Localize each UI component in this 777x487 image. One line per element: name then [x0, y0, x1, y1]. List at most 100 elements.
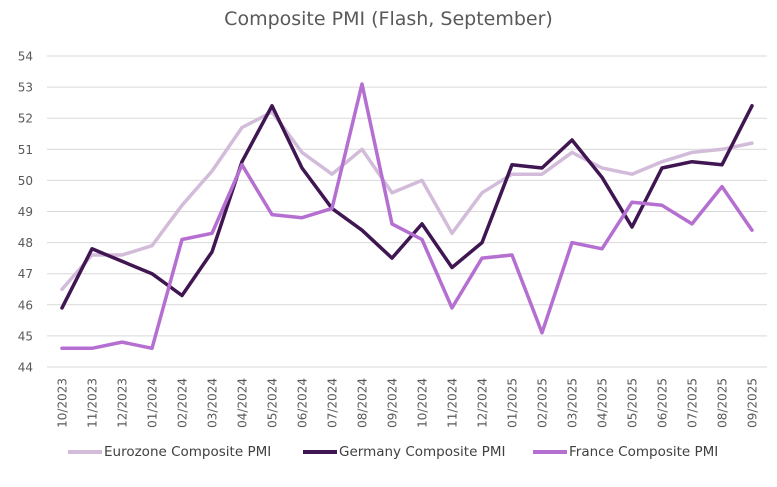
- series-line-france: [60, 82, 754, 351]
- x-tick-label: 12/2024: [476, 378, 490, 428]
- data-point-eurozone: [480, 191, 484, 195]
- data-point-france: [390, 222, 394, 226]
- data-point-germany: [750, 104, 754, 108]
- y-tick-label: 48: [18, 236, 33, 250]
- data-point-germany: [570, 138, 574, 142]
- data-point-germany: [660, 166, 664, 170]
- data-point-eurozone: [120, 253, 124, 257]
- data-point-france: [600, 247, 604, 251]
- x-tick-label: 11/2024: [446, 378, 460, 428]
- data-point-germany: [90, 247, 94, 251]
- data-point-eurozone: [150, 244, 154, 248]
- legend-label-germany: Germany Composite PMI: [339, 444, 506, 460]
- data-point-eurozone: [390, 191, 394, 195]
- data-point-germany: [630, 225, 634, 229]
- data-point-germany: [180, 293, 184, 297]
- y-axis-ticks: 44 45 46 47 48 49 50 51 52 53 54: [18, 50, 33, 375]
- y-tick-label: 45: [18, 329, 33, 343]
- data-point-france: [480, 256, 484, 260]
- legend-swatch-eurozone: [68, 450, 102, 454]
- legend-label-france: France Composite PMI: [569, 444, 719, 460]
- data-point-france: [420, 237, 424, 241]
- x-tick-label: 02/2025: [536, 378, 550, 428]
- data-point-france: [690, 222, 694, 226]
- data-point-eurozone: [60, 287, 64, 291]
- data-point-eurozone: [360, 147, 364, 151]
- x-tick-label: 10/2024: [416, 378, 430, 428]
- gridlines: [47, 55, 767, 368]
- data-point-eurozone: [240, 126, 244, 130]
- data-point-eurozone: [690, 150, 694, 154]
- legend-item-eurozone[interactable]: Eurozone Composite PMI: [68, 444, 271, 460]
- y-tick-label: 47: [18, 267, 33, 281]
- x-tick-label: 04/2024: [236, 378, 250, 428]
- data-point-germany: [150, 272, 154, 276]
- chart-title: Composite PMI (Flash, September): [224, 8, 553, 30]
- data-point-eurozone: [750, 141, 754, 145]
- data-point-germany: [540, 166, 544, 170]
- series-line-germany: [60, 104, 754, 310]
- y-tick-label: 51: [18, 143, 33, 157]
- data-point-france: [570, 241, 574, 245]
- x-tick-label: 03/2024: [206, 378, 220, 428]
- data-point-eurozone: [660, 160, 664, 164]
- x-tick-label: 11/2023: [86, 378, 100, 428]
- data-point-eurozone: [450, 231, 454, 235]
- data-point-germany: [450, 265, 454, 269]
- data-point-france: [60, 346, 64, 350]
- data-point-france: [360, 82, 364, 86]
- x-tick-label: 07/2025: [686, 378, 700, 428]
- y-tick-label: 52: [18, 112, 33, 126]
- legend-swatch-france: [533, 450, 567, 454]
- y-tick-label: 54: [18, 50, 33, 64]
- data-point-germany: [480, 241, 484, 245]
- legend-label-eurozone: Eurozone Composite PMI: [104, 444, 272, 460]
- data-point-france: [540, 331, 544, 335]
- data-point-france: [330, 206, 334, 210]
- data-point-eurozone: [210, 169, 214, 173]
- data-point-eurozone: [300, 150, 304, 154]
- legend-swatch-germany: [303, 450, 337, 454]
- legend-item-germany[interactable]: Germany Composite PMI: [303, 444, 505, 460]
- data-point-eurozone: [600, 166, 604, 170]
- x-tick-label: 10/2023: [56, 378, 70, 428]
- data-point-eurozone: [720, 147, 724, 151]
- legend-item-france[interactable]: France Composite PMI: [533, 444, 718, 460]
- data-point-eurozone: [510, 172, 514, 176]
- data-point-germany: [210, 250, 214, 254]
- x-tick-label: 06/2025: [656, 378, 670, 428]
- series-line-eurozone: [60, 110, 754, 292]
- data-point-france: [510, 253, 514, 257]
- x-tick-label: 06/2024: [296, 378, 310, 428]
- x-tick-label: 03/2025: [566, 378, 580, 428]
- data-point-eurozone: [330, 172, 334, 176]
- data-point-eurozone: [420, 178, 424, 182]
- data-point-france: [750, 228, 754, 232]
- y-tick-label: 46: [18, 298, 33, 312]
- data-point-france: [300, 216, 304, 220]
- data-point-eurozone: [180, 203, 184, 207]
- data-point-france: [660, 203, 664, 207]
- x-tick-label: 05/2024: [266, 378, 280, 428]
- x-tick-label: 02/2024: [176, 378, 190, 428]
- data-point-germany: [270, 104, 274, 108]
- data-point-eurozone: [630, 172, 634, 176]
- legend: Eurozone Composite PMI Germany Composite…: [0, 444, 777, 466]
- y-tick-label: 50: [18, 174, 33, 188]
- data-point-germany: [60, 306, 64, 310]
- x-tick-label: 08/2025: [716, 378, 730, 428]
- data-point-france: [150, 346, 154, 350]
- data-point-france: [180, 237, 184, 241]
- data-point-france: [210, 231, 214, 235]
- x-tick-label: 12/2023: [116, 378, 130, 428]
- data-point-germany: [690, 160, 694, 164]
- data-point-germany: [510, 163, 514, 167]
- data-point-eurozone: [570, 150, 574, 154]
- data-point-germany: [240, 160, 244, 164]
- y-tick-label: 44: [18, 361, 33, 375]
- y-tick-label: 49: [18, 205, 33, 219]
- data-point-eurozone: [90, 253, 94, 257]
- x-tick-label: 09/2024: [386, 378, 400, 428]
- data-point-france: [120, 340, 124, 344]
- x-tick-label: 01/2024: [146, 378, 160, 428]
